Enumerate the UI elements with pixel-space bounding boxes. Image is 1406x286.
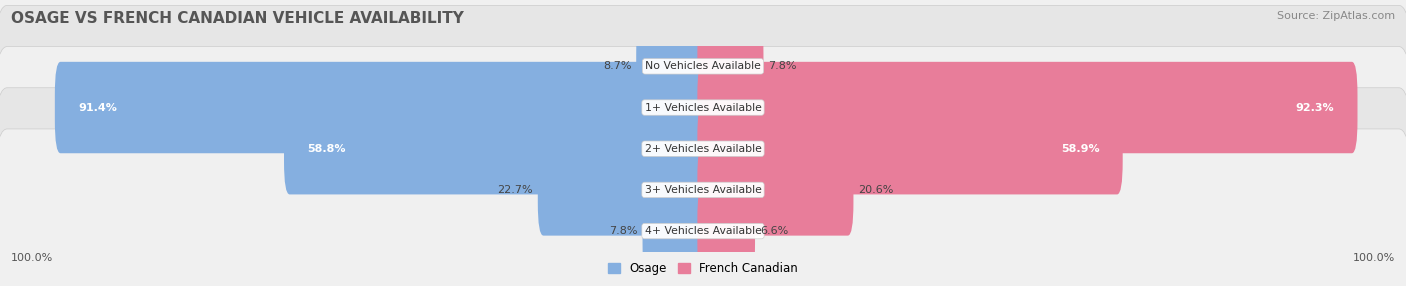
- FancyBboxPatch shape: [637, 21, 709, 112]
- FancyBboxPatch shape: [697, 185, 755, 277]
- FancyBboxPatch shape: [0, 47, 1406, 251]
- FancyBboxPatch shape: [538, 144, 709, 236]
- Text: Source: ZipAtlas.com: Source: ZipAtlas.com: [1277, 11, 1395, 21]
- Text: 22.7%: 22.7%: [498, 185, 533, 195]
- Text: No Vehicles Available: No Vehicles Available: [645, 61, 761, 71]
- Text: 8.7%: 8.7%: [603, 61, 631, 71]
- Text: 6.6%: 6.6%: [759, 226, 789, 236]
- FancyBboxPatch shape: [55, 62, 709, 153]
- Text: OSAGE VS FRENCH CANADIAN VEHICLE AVAILABILITY: OSAGE VS FRENCH CANADIAN VEHICLE AVAILAB…: [11, 11, 464, 26]
- FancyBboxPatch shape: [0, 5, 1406, 210]
- FancyBboxPatch shape: [643, 185, 709, 277]
- FancyBboxPatch shape: [697, 103, 1123, 194]
- Text: 58.9%: 58.9%: [1062, 144, 1099, 154]
- Text: 92.3%: 92.3%: [1296, 103, 1334, 112]
- Text: 58.8%: 58.8%: [308, 144, 346, 154]
- FancyBboxPatch shape: [0, 0, 1406, 168]
- FancyBboxPatch shape: [697, 21, 763, 112]
- Text: 2+ Vehicles Available: 2+ Vehicles Available: [644, 144, 762, 154]
- FancyBboxPatch shape: [284, 103, 709, 194]
- Text: 4+ Vehicles Available: 4+ Vehicles Available: [644, 226, 762, 236]
- Text: 91.4%: 91.4%: [77, 103, 117, 112]
- FancyBboxPatch shape: [697, 144, 853, 236]
- FancyBboxPatch shape: [697, 62, 1358, 153]
- Text: 7.8%: 7.8%: [768, 61, 797, 71]
- Text: 100.0%: 100.0%: [11, 253, 53, 263]
- Text: 1+ Vehicles Available: 1+ Vehicles Available: [644, 103, 762, 112]
- Text: 3+ Vehicles Available: 3+ Vehicles Available: [644, 185, 762, 195]
- FancyBboxPatch shape: [0, 129, 1406, 286]
- Legend: Osage, French Canadian: Osage, French Canadian: [603, 258, 803, 280]
- Text: 7.8%: 7.8%: [609, 226, 638, 236]
- Text: 20.6%: 20.6%: [858, 185, 894, 195]
- FancyBboxPatch shape: [0, 88, 1406, 286]
- Text: 100.0%: 100.0%: [1353, 253, 1395, 263]
